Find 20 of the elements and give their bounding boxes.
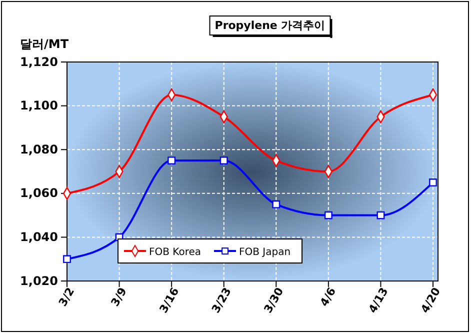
point (63, 255, 71, 264)
y-tick-label: 1,120 (20, 54, 58, 69)
point (168, 156, 176, 165)
point (220, 156, 228, 165)
point (429, 178, 437, 186)
y-axis-title: 달러/MT (20, 37, 70, 51)
y-tick-label: 1,020 (20, 274, 58, 288)
point (272, 200, 280, 208)
chart-title: Propylene 가격추이 (214, 19, 326, 32)
y-tick-label: 1,040 (20, 230, 58, 244)
x-tick-label: 4/6 (318, 285, 339, 309)
x-tick-label: 3/2 (56, 285, 78, 309)
point (324, 211, 332, 220)
x-tick-label: 3/9 (108, 285, 130, 309)
y-tick-label: 1,060 (20, 186, 58, 200)
y-tick-label: 1,100 (20, 98, 58, 113)
legend-label: FOB Japan (239, 247, 291, 258)
legend-label: FOB Korea (149, 247, 202, 258)
point (376, 211, 385, 220)
y-tick-label: 1,080 (20, 142, 58, 156)
